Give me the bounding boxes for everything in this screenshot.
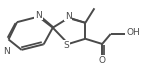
Text: N: N bbox=[35, 11, 42, 20]
Text: N: N bbox=[4, 47, 10, 56]
Text: O: O bbox=[99, 56, 106, 65]
Text: OH: OH bbox=[126, 28, 140, 37]
Text: S: S bbox=[64, 41, 69, 50]
Text: N: N bbox=[65, 12, 72, 21]
